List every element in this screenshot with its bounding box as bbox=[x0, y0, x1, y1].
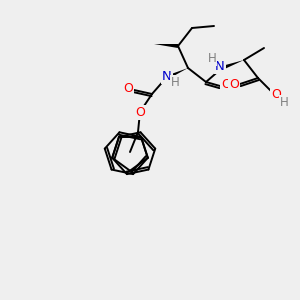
Text: O: O bbox=[123, 82, 133, 95]
Text: O: O bbox=[229, 77, 239, 91]
Polygon shape bbox=[221, 60, 244, 70]
Text: H: H bbox=[280, 95, 288, 109]
Polygon shape bbox=[165, 68, 188, 80]
Text: O: O bbox=[271, 88, 281, 100]
Text: O: O bbox=[135, 106, 145, 118]
Text: N: N bbox=[215, 59, 225, 73]
Text: O: O bbox=[221, 79, 231, 92]
Text: N: N bbox=[162, 70, 172, 83]
Text: H: H bbox=[171, 76, 179, 88]
Polygon shape bbox=[154, 44, 178, 48]
Text: H: H bbox=[208, 52, 216, 65]
